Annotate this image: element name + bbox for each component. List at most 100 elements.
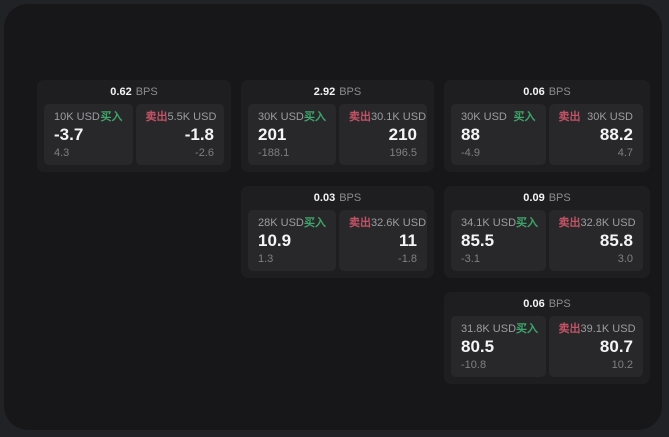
sell-notional: 32.6K USD [371, 217, 427, 229]
buy-side-label: 买入 [304, 217, 326, 229]
sell-side-label: 卖出 [145, 111, 168, 123]
sell-cell-top: 卖出 5.5K USD [145, 111, 217, 123]
spread-header: 0.09 BPS [444, 186, 650, 210]
sell-price: 11 [399, 231, 417, 250]
quote-card: 2.92 BPS 30K USD 买入 201 -188.1 卖出 30.1K … [241, 80, 434, 172]
sell-price: 85.8 [599, 231, 633, 250]
spread-header: 0.03 BPS [241, 186, 434, 210]
buy-side-label: 买入 [100, 111, 123, 123]
buy-side-label: 买入 [513, 111, 536, 123]
buy-cell-top: 31.8K USD 买入 [461, 323, 539, 335]
buy-price: 88 [461, 125, 480, 144]
quote-cells: 31.8K USD 买入 80.5 -10.8 卖出 39.1K USD 80.… [451, 316, 643, 377]
buy-delta: 1.3 [258, 253, 274, 265]
sell-notional: 39.1K USD [580, 323, 636, 335]
buy-delta: -4.9 [461, 147, 480, 159]
quote-card: 0.62 BPS 10K USD 买入 -3.7 4.3 卖出 5.5K USD [37, 80, 231, 172]
quote-grid: 0.62 BPS 10K USD 买入 -3.7 4.3 卖出 5.5K USD [37, 80, 650, 384]
sell-price: 88.2 [599, 125, 633, 144]
sell-delta: 196.5 [389, 147, 417, 159]
sell-notional: 30.1K USD [371, 111, 427, 123]
sell-side-label: 卖出 [558, 217, 581, 229]
buy-notional: 10K USD [54, 111, 100, 123]
sell-price: -1.8 [184, 125, 214, 144]
buy-quote-cell[interactable]: 30K USD 买入 201 -188.1 [248, 104, 336, 165]
buy-notional: 34.1K USD [461, 217, 517, 229]
buy-price: 85.5 [461, 231, 495, 250]
sell-delta: 3.0 [617, 253, 633, 265]
quote-cells: 30K USD 买入 201 -188.1 卖出 30.1K USD 210 1… [248, 104, 427, 165]
sell-notional: 30K USD [587, 111, 633, 123]
sell-cell-top: 卖出 39.1K USD [558, 323, 636, 335]
sell-price: 210 [388, 125, 417, 144]
quote-cells: 28K USD 买入 10.9 1.3 卖出 32.6K USD 11 -1.8 [248, 210, 427, 271]
buy-notional: 30K USD [461, 111, 507, 123]
sell-delta: 10.2 [611, 359, 633, 371]
sell-delta: 4.7 [617, 147, 633, 159]
sell-cell-top: 卖出 30.1K USD [349, 111, 426, 123]
spread-header: 0.62 BPS [37, 80, 231, 104]
sell-quote-cell[interactable]: 卖出 30K USD 88.2 4.7 [548, 104, 643, 165]
sell-side-label: 卖出 [558, 323, 581, 335]
buy-cell-top: 28K USD 买入 [258, 217, 326, 229]
buy-delta: -10.8 [461, 359, 487, 371]
buy-price: 80.5 [461, 337, 495, 356]
buy-side-label: 买入 [516, 217, 539, 229]
quote-cells: 30K USD 买入 88 -4.9 卖出 30K USD 88.2 4.7 [451, 104, 643, 165]
sell-cell-top: 卖出 32.6K USD [349, 217, 426, 229]
buy-delta: 4.3 [54, 147, 70, 159]
buy-delta: -188.1 [258, 147, 290, 159]
sell-quote-cell[interactable]: 卖出 5.5K USD -1.8 -2.6 [135, 104, 224, 165]
buy-cell-top: 34.1K USD 买入 [461, 217, 539, 229]
quote-card: 0.06 BPS 30K USD 买入 88 -4.9 卖出 30K USD [444, 80, 650, 172]
buy-quote-cell[interactable]: 31.8K USD 买入 80.5 -10.8 [451, 316, 546, 377]
sell-quote-cell[interactable]: 卖出 32.8K USD 85.8 3.0 [548, 210, 643, 271]
spread-value: 0.03 [313, 191, 336, 204]
buy-notional: 30K USD [258, 111, 304, 123]
sell-cell-top: 卖出 30K USD [559, 111, 634, 123]
buy-cell-top: 30K USD 买入 [258, 111, 326, 123]
spread-value: 2.92 [313, 85, 336, 98]
buy-cell-top: 30K USD 买入 [461, 111, 536, 123]
spread-unit: BPS [135, 85, 158, 98]
sell-side-label: 卖出 [349, 217, 371, 229]
buy-quote-cell[interactable]: 34.1K USD 买入 85.5 -3.1 [451, 210, 546, 271]
buy-notional: 31.8K USD [461, 323, 517, 335]
spread-value: 0.09 [523, 191, 545, 204]
spread-header: 2.92 BPS [241, 80, 434, 104]
buy-delta: -3.1 [461, 253, 480, 265]
quote-card: 0.06 BPS 31.8K USD 买入 80.5 -10.8 卖出 39.1… [444, 292, 650, 384]
spread-unit: BPS [548, 297, 571, 310]
sell-delta: -1.8 [398, 253, 417, 265]
sell-price: 80.7 [599, 337, 633, 356]
buy-cell-top: 10K USD 买入 [54, 111, 123, 123]
buy-quote-cell[interactable]: 30K USD 买入 88 -4.9 [451, 104, 546, 165]
buy-side-label: 买入 [516, 323, 539, 335]
sell-quote-cell[interactable]: 卖出 32.6K USD 11 -1.8 [339, 210, 427, 271]
sell-quote-cell[interactable]: 卖出 39.1K USD 80.7 10.2 [548, 316, 643, 377]
quotes-panel: 0.62 BPS 10K USD 买入 -3.7 4.3 卖出 5.5K USD [4, 4, 662, 430]
spread-header: 0.06 BPS [444, 80, 650, 104]
quote-card: 0.03 BPS 28K USD 买入 10.9 1.3 卖出 32.6K US… [241, 186, 434, 278]
buy-price: 201 [258, 125, 287, 144]
spread-value: 0.06 [523, 85, 545, 98]
sell-notional: 32.8K USD [580, 217, 636, 229]
spread-unit: BPS [339, 85, 362, 98]
sell-notional: 5.5K USD [167, 111, 217, 123]
buy-price: -3.7 [54, 125, 84, 144]
sell-cell-top: 卖出 32.8K USD [558, 217, 636, 229]
spread-value: 0.62 [110, 85, 132, 98]
buy-quote-cell[interactable]: 28K USD 买入 10.9 1.3 [248, 210, 336, 271]
spread-value: 0.06 [523, 297, 545, 310]
buy-quote-cell[interactable]: 10K USD 买入 -3.7 4.3 [44, 104, 133, 165]
spread-unit: BPS [548, 85, 571, 98]
quote-cells: 34.1K USD 买入 85.5 -3.1 卖出 32.8K USD 85.8… [451, 210, 643, 271]
buy-price: 10.9 [258, 231, 292, 250]
spread-unit: BPS [548, 191, 571, 204]
sell-delta: -2.6 [195, 147, 214, 159]
sell-side-label: 卖出 [349, 111, 371, 123]
sell-quote-cell[interactable]: 卖出 30.1K USD 210 196.5 [339, 104, 427, 165]
spread-header: 0.06 BPS [444, 292, 650, 316]
buy-side-label: 买入 [304, 111, 326, 123]
quote-card: 0.09 BPS 34.1K USD 买入 85.5 -3.1 卖出 32.8K… [444, 186, 650, 278]
